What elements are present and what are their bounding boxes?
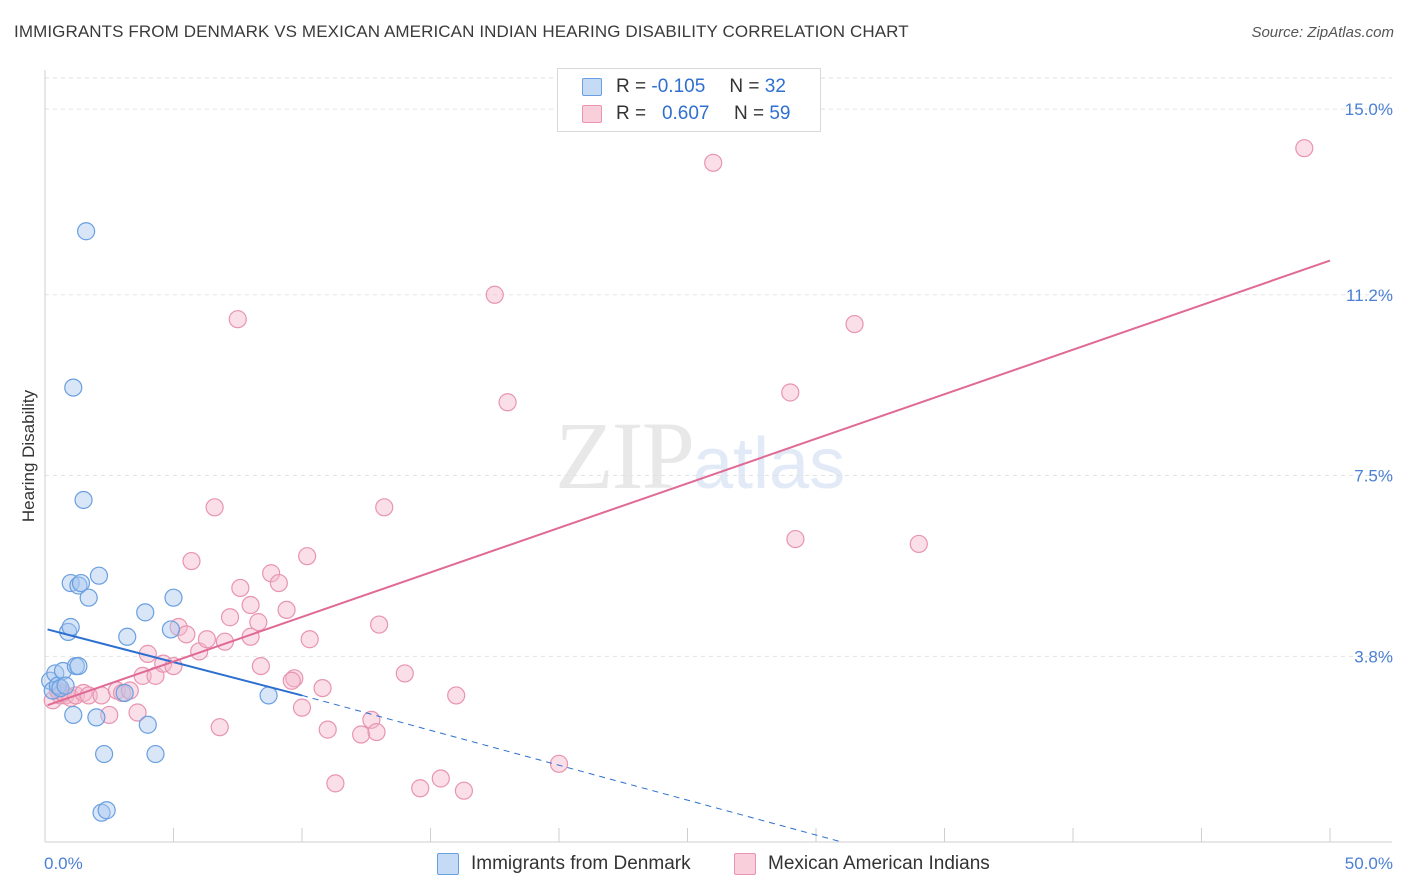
legend-r-value-denmark: -0.105 <box>651 76 706 97</box>
point-mexican <box>241 595 260 615</box>
correlation-legend: R = -0.105 N = 32 R = 0.607 N = 59 <box>557 68 821 132</box>
legend-swatch-denmark <box>582 78 602 96</box>
legend-r-label: R = <box>616 103 647 124</box>
point-denmark <box>77 222 96 241</box>
legend-n-label: N = <box>729 76 760 97</box>
point-mexican <box>431 769 450 788</box>
point-denmark <box>146 744 165 764</box>
point-denmark <box>138 715 157 734</box>
legend-n-value-mexican: 59 <box>769 103 791 124</box>
point-mexican <box>411 779 430 798</box>
point-mexican <box>210 718 229 737</box>
point-mexican <box>300 630 319 649</box>
point-denmark <box>95 744 114 764</box>
point-denmark <box>69 657 88 676</box>
point-denmark <box>69 576 88 595</box>
point-denmark <box>161 620 181 639</box>
chart-title: IMMIGRANTS FROM DENMARK VS MEXICAN AMERI… <box>14 22 909 41</box>
point-mexican <box>395 664 414 683</box>
point-mexican <box>228 310 247 329</box>
y-axis-label: Hearing Disability <box>19 389 38 522</box>
point-mexican <box>220 608 240 627</box>
legend-row-denmark: R = -0.105 N = 32 <box>582 75 786 99</box>
legend-swatch-mexican <box>582 105 602 123</box>
point-denmark <box>164 588 183 607</box>
bottom-legend-denmark: Immigrants from Denmark <box>437 851 691 877</box>
point-mexican <box>249 613 268 632</box>
point-mexican <box>375 498 394 517</box>
point-mexican <box>298 547 317 566</box>
point-mexican <box>370 615 389 634</box>
point-mexican <box>498 393 517 412</box>
point-denmark <box>56 676 75 695</box>
point-denmark <box>259 686 278 705</box>
trendline-denmark <box>47 628 303 697</box>
bottom-legend-swatch-mexican <box>734 853 756 875</box>
bottom-legend-swatch-denmark <box>437 853 459 875</box>
legend-n-label: N = <box>733 103 765 124</box>
point-mexican <box>262 564 281 583</box>
legend-n-value-denmark: 32 <box>764 76 786 97</box>
point-mexican <box>177 625 196 644</box>
point-denmark <box>64 705 83 725</box>
point-mexican <box>352 725 371 744</box>
watermark-zip: ZIP <box>555 402 695 509</box>
point-denmark <box>136 603 155 622</box>
point-denmark <box>64 378 83 397</box>
point-mexican <box>781 383 800 402</box>
y-tick-label: 3.8% <box>1354 647 1393 666</box>
point-mexican <box>231 578 250 598</box>
point-mexican <box>269 573 288 593</box>
point-mexican <box>251 657 270 676</box>
point-denmark <box>71 573 91 593</box>
point-mexican <box>1295 139 1314 158</box>
bottom-legend-label-mexican: Mexican American Indians <box>768 853 990 874</box>
point-denmark <box>79 588 98 607</box>
point-mexican <box>282 671 301 690</box>
point-denmark <box>89 566 109 585</box>
y-tick-label: 11.2% <box>1346 286 1393 305</box>
y-tick-label: 15.0% <box>1345 100 1393 119</box>
point-mexican <box>79 686 98 705</box>
point-mexican <box>285 669 304 688</box>
trendline-mexican <box>47 259 1331 707</box>
point-mexican <box>549 754 569 773</box>
y-tick-label: 7.5% <box>1354 467 1393 486</box>
point-mexican <box>182 551 201 571</box>
point-mexican <box>326 774 345 793</box>
x-tick-label: 50.0% <box>1345 854 1393 873</box>
point-mexican <box>205 498 224 517</box>
point-mexican <box>313 678 332 698</box>
point-mexican <box>447 686 466 705</box>
bottom-legend-label-denmark: Immigrants from Denmark <box>471 853 691 874</box>
point-mexican <box>197 630 217 649</box>
point-denmark <box>118 627 137 646</box>
point-mexican <box>786 529 805 549</box>
point-mexican <box>485 285 504 304</box>
point-mexican <box>318 720 337 739</box>
point-denmark <box>87 708 106 727</box>
point-mexican <box>704 153 723 172</box>
point-mexican <box>277 600 296 620</box>
point-mexican <box>128 703 147 722</box>
point-denmark <box>97 801 116 820</box>
point-mexican <box>367 722 386 742</box>
point-denmark <box>115 683 134 703</box>
source-label: Source: ZipAtlas.com <box>1251 24 1394 41</box>
trendline-extension-denmark <box>301 694 842 843</box>
legend-row-mexican: R = 0.607 N = 59 <box>582 102 790 126</box>
legend-r-value-mexican: 0.607 <box>661 103 710 124</box>
point-mexican <box>845 314 864 334</box>
x-tick-label: 0.0% <box>44 854 83 873</box>
point-mexican <box>292 698 312 717</box>
point-denmark <box>74 490 93 510</box>
point-mexican <box>454 781 474 800</box>
legend-r-label: R = <box>616 76 647 97</box>
bottom-legend-mexican: Mexican American Indians <box>734 851 990 877</box>
point-mexican <box>909 534 928 554</box>
